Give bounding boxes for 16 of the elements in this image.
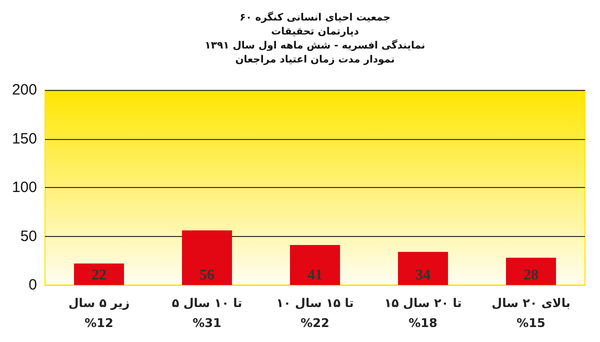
y-tick-label: 50 (20, 228, 37, 245)
bar (398, 252, 448, 285)
data-label: 22 (92, 268, 106, 284)
bar (182, 230, 232, 285)
bar (506, 258, 556, 285)
y-tick-label: 200 (12, 82, 37, 98)
y-tick-label: 150 (12, 130, 37, 148)
y-tick-label: 100 (12, 179, 37, 196)
bar (290, 245, 340, 285)
data-label: 28 (524, 268, 538, 284)
bar (74, 264, 124, 285)
chart-title: جمعیت احیای انسانی کنگره ۶۰ دپارتمان تحقیقات نمایندگی افسریه - شش ماهه اول سال ۱۳۹۱ نمودار مدت زمان اعتیاد مراجعان (204, 10, 426, 66)
data-label: 56 (200, 268, 215, 284)
y-tick-label: 0 (28, 276, 37, 294)
data-label: 34 (416, 268, 431, 284)
data-label: 41 (308, 268, 322, 284)
